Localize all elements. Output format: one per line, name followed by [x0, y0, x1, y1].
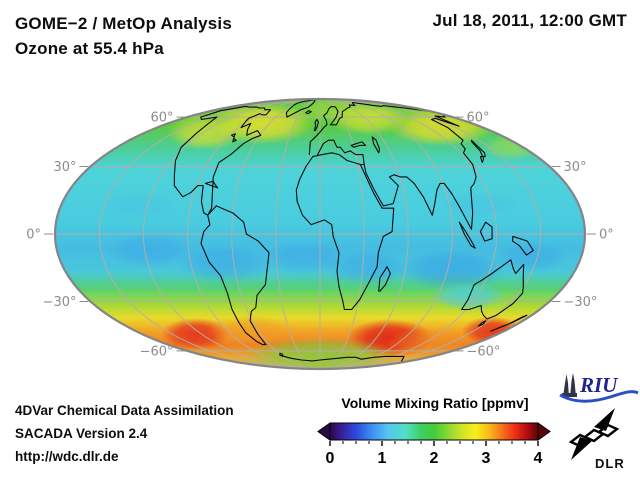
riu-logo: RIU: [559, 373, 639, 403]
anomaly-blob: [299, 99, 381, 121]
latitude-labels: 60° 60° 30° 30° 0° 0° −30° −30° −60° −60°: [26, 111, 614, 360]
coastline-iceland: [305, 110, 312, 115]
anomaly-blob: [439, 191, 521, 219]
colorbar-left-arrow: [317, 422, 331, 441]
meridian-line: [319, 99, 498, 369]
meridian-line: [186, 99, 321, 369]
coastline-antarctica: [279, 354, 405, 362]
map-outline: [53, 97, 587, 371]
dlr-logo: DLR: [568, 408, 625, 471]
anomaly-blob: [483, 133, 541, 161]
latitude-label: −30°: [563, 295, 597, 310]
map-clipped-layers: [55, 99, 585, 369]
chart-title: GOME−2 / MetOp Analysis: [15, 14, 233, 33]
timestamp: Jul 18, 2011, 12:00 GMT: [432, 11, 627, 30]
coastline-south_america: [200, 205, 270, 346]
anomaly-blob: [175, 245, 275, 283]
coastline-madagascar: [378, 266, 391, 292]
latitude-label: 0°: [26, 228, 41, 243]
anomaly-blob: [102, 191, 178, 219]
riu-swoosh: [559, 390, 639, 403]
chart-subtitle: Ozone at 55.4 hPa: [15, 39, 164, 58]
anomaly-blob: [430, 281, 506, 311]
coastline-europe: [308, 105, 343, 156]
meridian-line: [142, 99, 321, 369]
anomaly-blob: [495, 241, 569, 273]
coastline-sumatra: [458, 221, 476, 249]
dlr-emblem-icon: [568, 408, 620, 460]
coastline-mediterranean: [317, 139, 365, 166]
colorbar-gradient-bar: [329, 422, 539, 441]
colorbar-tick-label: 0: [326, 450, 335, 467]
latitude-label: 30°: [53, 160, 76, 175]
riu-logo-text: RIU: [579, 373, 619, 397]
coastline-new_zealand: [490, 314, 528, 332]
coastline-japan: [470, 139, 486, 164]
coastline-great_lakes: [231, 133, 237, 143]
latitude-label: 0°: [599, 228, 614, 243]
credit-line-assimilation: 4DVar Chemical Data Assimilation: [15, 403, 234, 418]
credit-line-version: SACADA Version 2.4: [15, 426, 148, 441]
latitude-label: 30°: [563, 160, 586, 175]
coastline-borneo: [479, 221, 493, 242]
latitude-label: −60°: [467, 344, 501, 359]
colorbar-tick-label: 4: [534, 450, 543, 467]
coastline-new_guinea: [512, 235, 534, 256]
meridian-line: [319, 99, 542, 369]
colorbar-right-arrow: [537, 422, 551, 441]
coastline-greenland: [285, 99, 316, 118]
coastline-eurasia: [341, 101, 477, 230]
colorbar: 0 1 2 3 4: [317, 422, 551, 467]
colorbar-title: Volume Mixing Ratio [ppmv]: [341, 395, 529, 411]
title-block: GOME−2 / MetOp Analysis Ozone at 55.4 hP…: [15, 11, 232, 61]
credits-block: 4DVar Chemical Data Assimilation SACADA …: [15, 399, 234, 468]
colorbar-tick-label: 1: [378, 450, 387, 467]
coastline-cuba: [204, 180, 219, 189]
anomaly-blob: [106, 231, 194, 269]
anomaly-blob: [324, 250, 412, 286]
coastline-caspian_sea: [371, 136, 381, 154]
meridian-line: [319, 99, 454, 369]
coastline-tasmania: [477, 320, 487, 327]
latitude-label: −60°: [140, 344, 174, 359]
coastline-antarctic_peninsula: [279, 352, 284, 357]
coastline-africa: [295, 152, 395, 311]
coastline-black_sea: [350, 141, 367, 148]
coastline-north_america: [173, 105, 272, 216]
latitude-label: 60°: [150, 111, 173, 126]
meridian-line: [231, 99, 321, 369]
meridian-line: [319, 99, 409, 369]
coastlines: [173, 99, 534, 362]
credit-line-url: http://wdc.dlr.de: [15, 449, 119, 464]
cathedral-icon: [562, 373, 577, 397]
colorbar-tick-label: 2: [430, 450, 439, 467]
dlr-logo-text: DLR: [595, 456, 625, 471]
latitude-label: −30°: [43, 295, 77, 310]
meridian-line: [275, 99, 321, 369]
anomaly-blob: [206, 315, 294, 347]
latitude-label: 60°: [467, 111, 490, 126]
colorbar-tick-label: 3: [482, 450, 491, 467]
anomaly-blob: [396, 249, 508, 291]
coastline-australia: [461, 259, 525, 320]
coastline-uk: [313, 118, 319, 132]
meridian-line: [98, 99, 321, 369]
